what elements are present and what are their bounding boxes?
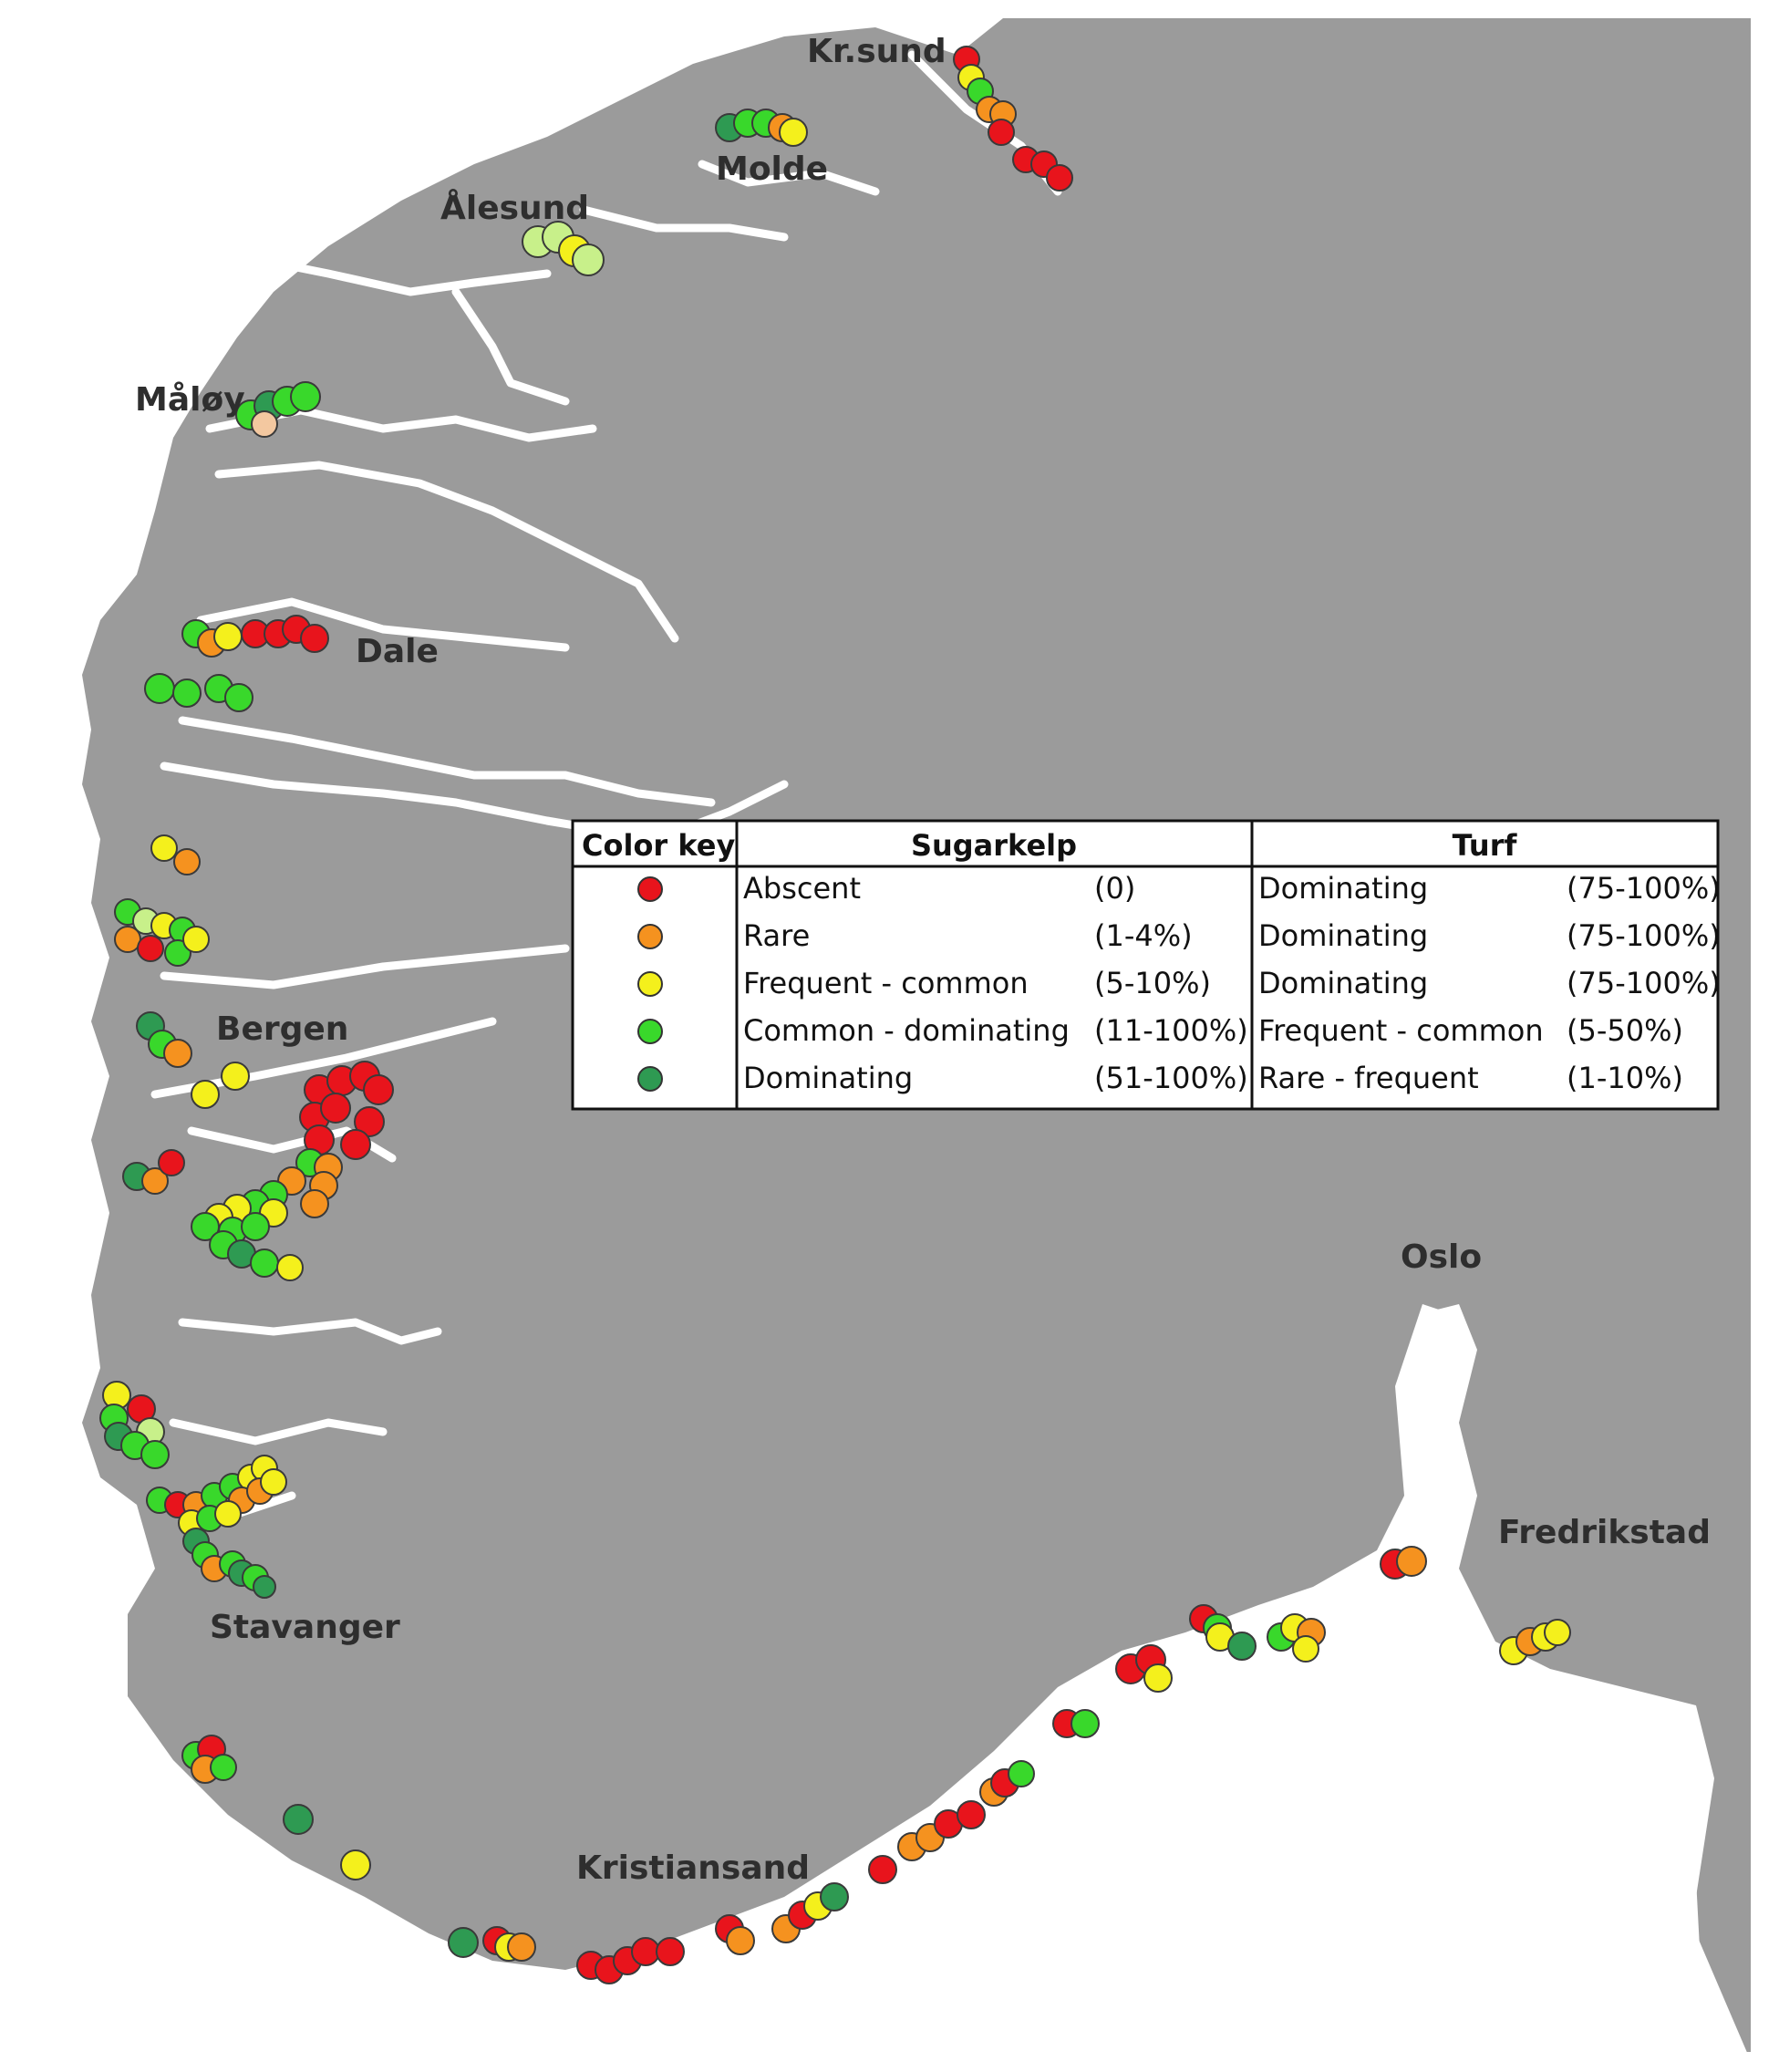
place-label-alesund: Ålesund bbox=[440, 189, 589, 227]
site-marker bbox=[1008, 1760, 1035, 1787]
site-marker bbox=[300, 1189, 329, 1218]
site-marker bbox=[363, 1074, 394, 1105]
site-marker bbox=[779, 118, 808, 147]
color-key-swatch bbox=[637, 876, 663, 902]
place-label-maloy: Måløy bbox=[135, 381, 245, 419]
place-label-oslo: Oslo bbox=[1401, 1238, 1482, 1276]
site-marker bbox=[214, 1500, 242, 1528]
turf-range: (75-100%) bbox=[1567, 871, 1721, 906]
sugarkelp-level-label: Dominating bbox=[743, 1061, 913, 1095]
place-label-bergen: Bergen bbox=[216, 1010, 348, 1048]
site-marker bbox=[448, 1927, 479, 1958]
site-marker bbox=[224, 683, 253, 712]
turf-range: (1-10%) bbox=[1567, 1061, 1683, 1095]
site-marker bbox=[340, 1129, 371, 1160]
turf-level-label: Dominating bbox=[1258, 966, 1428, 1000]
sugarkelp-level-label: Abscent bbox=[743, 871, 861, 906]
site-marker bbox=[137, 935, 164, 962]
site-marker bbox=[150, 834, 178, 862]
site-marker bbox=[300, 624, 329, 653]
site-marker bbox=[144, 673, 175, 704]
place-label-krsund: Kr.sund bbox=[807, 33, 946, 70]
place-label-dale: Dale bbox=[356, 633, 439, 670]
turf-level-label: Frequent - common bbox=[1258, 1013, 1544, 1048]
site-marker bbox=[172, 679, 202, 708]
site-marker bbox=[158, 1149, 185, 1176]
site-marker bbox=[631, 1937, 660, 1966]
site-marker bbox=[572, 243, 605, 276]
site-marker bbox=[1227, 1632, 1257, 1661]
sugarkelp-range: (5-10%) bbox=[1094, 966, 1211, 1000]
turf-range: (5-50%) bbox=[1567, 1013, 1683, 1048]
sugarkelp-level-label: Common - dominating bbox=[743, 1013, 1070, 1048]
site-marker bbox=[340, 1849, 371, 1880]
oslofjord bbox=[1368, 1304, 1714, 1933]
site-marker bbox=[507, 1932, 536, 1962]
turf-header: Turf bbox=[1453, 828, 1518, 863]
site-marker bbox=[250, 1248, 279, 1278]
place-label-kristiansand: Kristiansand bbox=[576, 1849, 810, 1887]
turf-level-label: Dominating bbox=[1258, 871, 1428, 906]
site-marker bbox=[1071, 1709, 1100, 1738]
site-marker bbox=[283, 1804, 314, 1835]
color-key-swatch bbox=[637, 1019, 663, 1044]
site-marker bbox=[726, 1926, 755, 1955]
place-label-fredrikstad: Fredrikstad bbox=[1498, 1514, 1711, 1551]
site-marker bbox=[241, 1212, 270, 1241]
place-label-molde: Molde bbox=[716, 150, 828, 188]
site-marker bbox=[164, 939, 191, 967]
site-marker bbox=[253, 1575, 276, 1599]
site-marker bbox=[1292, 1635, 1319, 1663]
site-marker bbox=[251, 410, 278, 438]
site-marker bbox=[276, 1254, 304, 1281]
site-marker bbox=[1544, 1619, 1571, 1646]
turf-level-label: Rare - frequent bbox=[1258, 1061, 1479, 1095]
place-label-stavanger: Stavanger bbox=[210, 1609, 400, 1646]
site-marker bbox=[163, 1039, 192, 1068]
sugarkelp-header: Sugarkelp bbox=[911, 828, 1077, 863]
color-key-rows: Abscent (0) Dominating (75-100%) Rare (1-4%) D… bbox=[637, 871, 1721, 1095]
color-key-swatch bbox=[637, 1066, 663, 1092]
site-marker bbox=[140, 1440, 170, 1469]
turf-range: (75-100%) bbox=[1567, 966, 1721, 1000]
site-marker bbox=[141, 1167, 169, 1195]
site-marker bbox=[290, 381, 321, 412]
site-marker bbox=[173, 848, 201, 875]
site-markers bbox=[99, 46, 1571, 1984]
site-marker bbox=[868, 1855, 897, 1884]
color-key-swatch bbox=[637, 924, 663, 949]
color-key-swatch bbox=[637, 971, 663, 997]
site-marker bbox=[320, 1093, 351, 1124]
site-marker bbox=[182, 926, 210, 953]
site-marker bbox=[354, 1106, 385, 1137]
sugarkelp-level-label: Frequent - common bbox=[743, 966, 1029, 1000]
site-marker bbox=[210, 1754, 237, 1781]
color-key-header: Color key bbox=[582, 828, 735, 863]
sugarkelp-range: (11-100%) bbox=[1094, 1013, 1248, 1048]
sugarkelp-range: (0) bbox=[1094, 871, 1135, 906]
site-marker bbox=[1143, 1663, 1173, 1693]
color-key-table: Color key Sugarkelp Turf Abscent (0) Domin… bbox=[571, 819, 1721, 1111]
sugarkelp-range: (51-100%) bbox=[1094, 1061, 1248, 1095]
turf-level-label: Dominating bbox=[1258, 918, 1428, 953]
site-marker bbox=[656, 1937, 685, 1966]
site-marker bbox=[820, 1882, 849, 1911]
site-marker bbox=[957, 1800, 986, 1829]
site-marker bbox=[260, 1468, 287, 1496]
site-marker bbox=[988, 119, 1015, 146]
site-marker bbox=[191, 1080, 220, 1109]
site-marker bbox=[114, 926, 141, 953]
site-marker bbox=[213, 622, 243, 651]
sugarkelp-range: (1-4%) bbox=[1094, 918, 1193, 953]
site-marker bbox=[1396, 1546, 1427, 1577]
site-marker bbox=[221, 1062, 250, 1091]
place-labels: Kr.sund Molde Ålesund Måløy Dale Bergen … bbox=[135, 33, 1711, 1887]
sugarkelp-level-label: Rare bbox=[743, 918, 810, 953]
turf-range: (75-100%) bbox=[1567, 918, 1721, 953]
site-marker bbox=[1046, 164, 1073, 192]
